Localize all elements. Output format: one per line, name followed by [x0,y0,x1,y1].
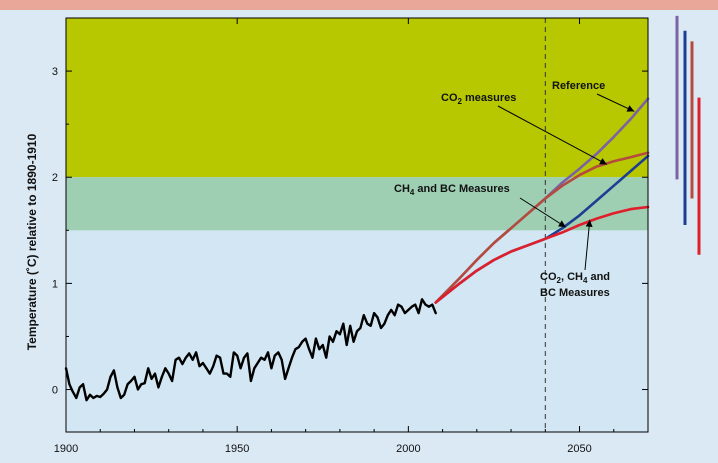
y-tick-label: 3 [52,66,58,78]
co2-ch4-bc-measures-arrow-line [584,219,591,271]
annotation-co2-measures: CO2 measures [441,92,516,106]
band-0 [66,18,648,178]
ch4-bc-measures-arrow-head [558,220,566,228]
tick-labels: 1900 1950 2000 2050 0 1 2 3 [52,66,592,455]
x-tick-label: 2000 [396,443,420,455]
annotation-co2-ch4-bc-measures-line1: CO2, CH4 and [540,271,610,285]
co2-measures-arrow-line [497,105,608,165]
side-range-bars [675,15,701,255]
co2-measures-arrow-head [599,158,607,165]
annotation-reference: Reference [552,80,605,92]
y-axis-title: Temperature (˚C) relative to 1890-1910 [25,133,39,350]
series-line-co2-measures [434,151,650,304]
reference-arrow-head [626,105,635,112]
annotation-ch4-bc-measures: CH4 and BC Measures [394,183,510,197]
axis-ticks [65,17,648,432]
series-layer [64,97,650,402]
x-tick-label: 1900 [54,443,78,455]
y-tick-label: 2 [52,172,58,184]
ch4-bc-measures-arrow-line [519,197,567,228]
annotation-arrows [497,93,635,271]
y-tick-label: 1 [52,278,58,290]
co2-ch4-bc-measures-arrow-head [585,219,593,227]
plot-frame [65,17,649,433]
annotation-co2-ch4-bc-measures-line2: BC Measures [540,287,610,299]
series-line-observed [64,298,437,402]
shaded-bands [66,18,648,231]
x-tick-label: 1950 [225,443,249,455]
x-tick-label: 2050 [567,443,591,455]
series-line-co2-ch4-and-bc-measures [434,205,650,304]
band-1 [66,177,648,231]
y-tick-label: 0 [52,385,58,397]
